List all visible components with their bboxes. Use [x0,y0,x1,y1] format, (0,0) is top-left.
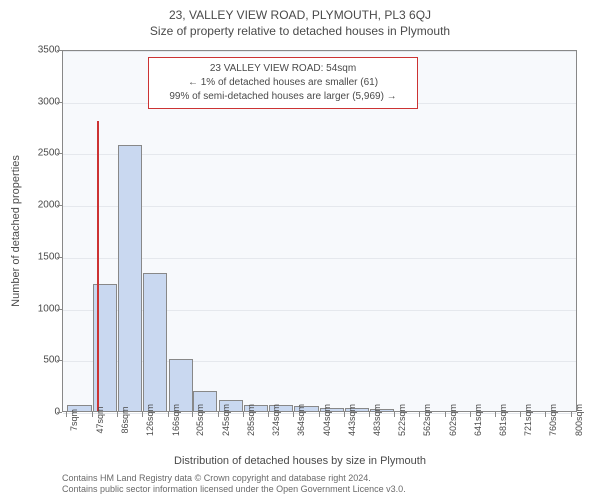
histogram-bar [118,145,142,411]
x-tick-mark [293,412,294,417]
x-tick-label: 641sqm [473,404,483,436]
x-tick-mark [268,412,269,417]
x-axis-label: Distribution of detached houses by size … [0,455,600,467]
y-tick-mark [57,257,62,258]
x-tick-mark [142,412,143,417]
x-tick-label: 126sqm [145,404,155,436]
y-tick-mark [57,50,62,51]
x-tick-label: 245sqm [221,404,231,436]
x-tick-mark [369,412,370,417]
x-tick-label: 7sqm [69,409,79,431]
y-axis-label: Number of detached properties [10,155,22,307]
x-tick-mark [117,412,118,417]
x-tick-mark [168,412,169,417]
y-tick-mark [57,205,62,206]
histogram-bar [143,273,167,411]
x-tick-label: 760sqm [548,404,558,436]
y-tick-mark [57,309,62,310]
x-tick-label: 483sqm [372,404,382,436]
chart-title-main: 23, VALLEY VIEW ROAD, PLYMOUTH, PL3 6QJ [0,0,600,22]
x-tick-mark [243,412,244,417]
plot-area: 23 VALLEY VIEW ROAD: 54sqm← 1% of detach… [62,50,577,412]
x-tick-mark [571,412,572,417]
x-tick-label: 47sqm [95,406,105,433]
x-tick-label: 324sqm [271,404,281,436]
x-tick-label: 522sqm [397,404,407,436]
chart-title-sub: Size of property relative to detached ho… [0,22,600,38]
x-tick-label: 800sqm [574,404,584,436]
x-tick-mark [545,412,546,417]
y-tick-mark [57,153,62,154]
annotation-line: 99% of semi-detached houses are larger (… [157,90,409,104]
x-tick-label: 205sqm [195,404,205,436]
x-tick-mark [218,412,219,417]
x-tick-label: 285sqm [246,404,256,436]
x-tick-mark [344,412,345,417]
x-tick-mark [445,412,446,417]
y-tick-mark [57,360,62,361]
x-tick-label: 86sqm [120,406,130,433]
footer-line-1: Contains HM Land Registry data © Crown c… [62,473,406,485]
gridline-h [63,51,576,52]
x-tick-label: 681sqm [498,404,508,436]
chart-container: 23, VALLEY VIEW ROAD, PLYMOUTH, PL3 6QJ … [0,0,600,500]
x-tick-label: 562sqm [422,404,432,436]
x-tick-label: 404sqm [322,404,332,436]
x-tick-label: 166sqm [171,404,181,436]
x-tick-mark [495,412,496,417]
x-tick-mark [394,412,395,417]
x-tick-label: 602sqm [448,404,458,436]
x-tick-mark [470,412,471,417]
footer-line-2: Contains public sector information licen… [62,484,406,496]
x-tick-label: 364sqm [296,404,306,436]
x-tick-mark [319,412,320,417]
x-tick-mark [192,412,193,417]
reference-marker-line [97,121,99,411]
x-tick-mark [520,412,521,417]
annotation-box: 23 VALLEY VIEW ROAD: 54sqm← 1% of detach… [148,57,418,109]
x-tick-label: 721sqm [523,404,533,436]
annotation-line: 23 VALLEY VIEW ROAD: 54sqm [157,62,409,76]
x-tick-mark [92,412,93,417]
x-tick-mark [419,412,420,417]
footer-attribution: Contains HM Land Registry data © Crown c… [62,473,406,496]
y-tick-mark [57,412,62,413]
y-tick-mark [57,102,62,103]
x-tick-mark [66,412,67,417]
x-tick-label: 443sqm [347,404,357,436]
annotation-line: ← 1% of detached houses are smaller (61) [157,76,409,90]
